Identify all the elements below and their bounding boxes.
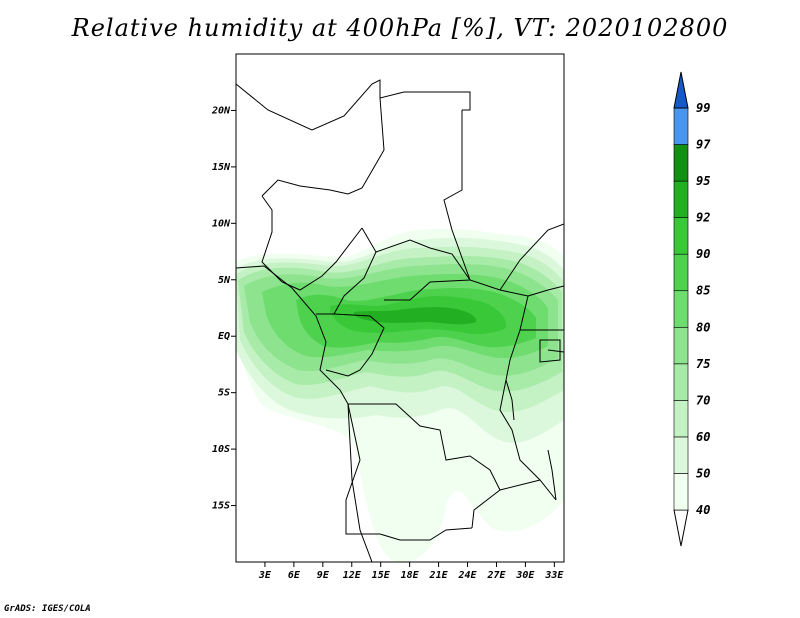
- colorbar-upper-extension: [673, 71, 689, 109]
- colorbar-label: 40: [696, 503, 710, 517]
- colorbar-label: 80: [696, 320, 710, 334]
- colorbar-box: [673, 180, 689, 218]
- colorbar-label: 75: [696, 357, 710, 371]
- colorbar-box: [673, 107, 689, 145]
- lon-tick-label: 12E: [343, 570, 362, 581]
- map-title: Relative humidity at 400hPa [%], VT: 202…: [71, 14, 729, 42]
- lon-tick-label: 24E: [457, 570, 477, 581]
- humidity-region-92: [354, 307, 477, 325]
- lat-tick-label: 5S: [218, 388, 230, 399]
- colorbar-box: [673, 326, 689, 365]
- colorbar-label: 60: [696, 430, 710, 444]
- colorbar-box: [673, 363, 689, 401]
- colorbar-label: 95: [696, 174, 710, 188]
- coast-southwest: [347, 403, 373, 562]
- colorbar-label: 97: [696, 138, 711, 152]
- border-cameroon: [316, 227, 377, 315]
- colorbar-box: [673, 473, 689, 511]
- colorbar-label: 50: [696, 466, 710, 480]
- lon-tick-label: 27E: [486, 570, 506, 581]
- lon-tick-label: 15E: [372, 570, 391, 581]
- lake-tanganyika: [505, 379, 515, 421]
- colorbar-box: [673, 144, 689, 182]
- border-drc-north: [384, 279, 471, 301]
- country-borders: [236, 79, 564, 562]
- colorbar-label: 90: [696, 247, 710, 261]
- border-angola: [345, 403, 473, 541]
- lat-tick-label: 15S: [212, 501, 230, 512]
- lon-tick-label: 3E: [258, 570, 272, 581]
- lake-victoria: [539, 339, 561, 363]
- border-zambia: [471, 489, 501, 529]
- lon-axis: 3E 6E 9E 12E 15E 18E 21E 24E 27E 30E 33E: [258, 562, 564, 581]
- map-frame: [235, 53, 565, 563]
- colorbar-box: [673, 217, 689, 255]
- colorbar-box: [673, 290, 689, 328]
- colorbar-box: [673, 253, 689, 292]
- colorbar-label: 70: [696, 393, 710, 407]
- border-nigeria: [261, 195, 363, 291]
- lon-tick-label: 6E: [288, 570, 301, 581]
- border-sahara: [236, 79, 471, 131]
- lat-tick-label: 10S: [212, 444, 230, 455]
- border-sudan-south: [499, 223, 564, 291]
- lon-tick-label: 33E: [544, 570, 564, 581]
- border-tanzania: [547, 349, 564, 353]
- lon-tick-label: 30E: [515, 570, 535, 581]
- coast-west: [236, 265, 349, 405]
- lat-tick-label: EQ: [218, 331, 230, 342]
- lat-tick-label: 10N: [212, 218, 231, 229]
- border-chad-sudan: [443, 110, 471, 281]
- lon-tick-label: 18E: [401, 570, 420, 581]
- credit-text: GrADS: IGES/COLA: [4, 604, 91, 614]
- lake-malawi: [547, 449, 557, 501]
- colorbar-label: 99: [696, 101, 710, 115]
- lat-tick-label: 5N: [218, 275, 231, 286]
- colorbar: 40 50 60 70 75 80 85 90 92 95 97 99: [673, 71, 711, 547]
- border-drc-south: [348, 403, 541, 491]
- border-congo: [325, 313, 385, 377]
- lon-tick-label: 9E: [317, 570, 330, 581]
- colorbar-label: 92: [696, 211, 710, 225]
- border-niger-chad: [261, 97, 385, 197]
- colorbar-lower-extension: [673, 509, 689, 547]
- colorbar-label: 85: [696, 284, 710, 298]
- border-east-africa: [527, 285, 564, 297]
- lat-tick-label: 20N: [211, 105, 231, 116]
- humidity-field: [236, 228, 564, 562]
- border-drc-east: [499, 295, 557, 501]
- colorbar-box: [673, 436, 689, 474]
- colorbar-box: [673, 400, 689, 438]
- lat-axis: 20N 15N 10N 5N EQ 5S 10S 15S: [211, 105, 236, 512]
- lon-tick-label: 21E: [429, 570, 449, 581]
- lat-tick-label: 15N: [212, 162, 231, 173]
